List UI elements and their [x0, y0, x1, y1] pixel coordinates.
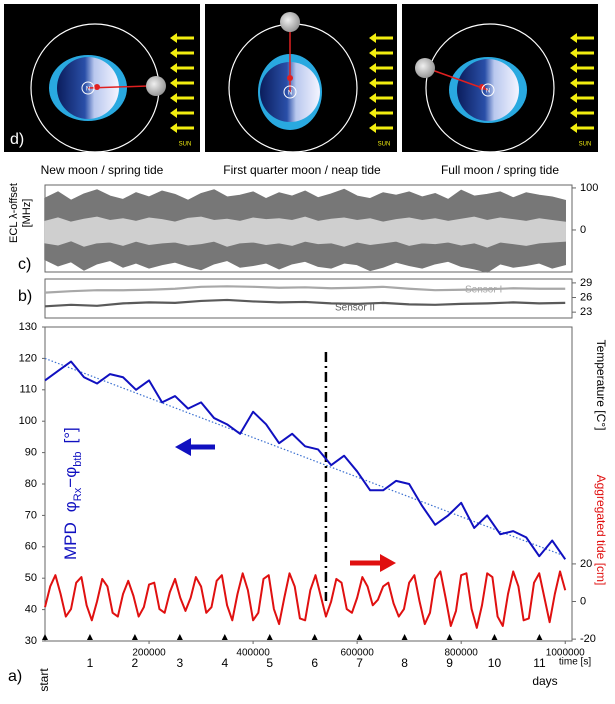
day-marker: [86, 634, 93, 640]
x-tick-label: 200000: [132, 648, 166, 659]
day-marker: [401, 634, 408, 640]
y-axis-label-part: [°]: [61, 427, 80, 443]
y-tick-label: 70: [25, 509, 37, 521]
y-tick-label: 23: [580, 306, 592, 318]
y-tick-label: 40: [25, 604, 37, 616]
pole-label: N: [288, 91, 292, 97]
sun-label: SUN: [579, 142, 592, 148]
day-marker: [446, 634, 453, 640]
sun-label: SUN: [378, 142, 391, 148]
y-tick-label: 120: [19, 352, 37, 364]
y2-tick-label: -20: [580, 633, 596, 645]
x-tick-label: 800000: [445, 648, 479, 659]
caption: New moon / spring tide: [41, 163, 164, 177]
x-tick-label: 400000: [236, 648, 270, 659]
y-tick-label: 60: [25, 541, 37, 553]
day-label: 10: [488, 656, 502, 670]
pole-label: N: [486, 89, 490, 95]
day-marker: [311, 634, 318, 640]
y2-tick-label: 0: [580, 595, 586, 607]
x-tick-label: 600000: [340, 648, 374, 659]
y-axis-label: Temperature [C°]: [594, 340, 608, 431]
y-tick-label: 90: [25, 447, 37, 459]
day-label: 7: [356, 656, 363, 670]
day-label: 1: [87, 656, 94, 670]
day-label: 3: [177, 656, 184, 670]
day-axis-label: days: [532, 674, 557, 688]
y-axis-label-part: φ: [61, 501, 80, 512]
y-tick-label: 30: [25, 635, 37, 647]
panel-label: d): [10, 131, 24, 148]
day-label: 8: [401, 656, 408, 670]
sun-label: SUN: [179, 142, 192, 148]
day-marker: [266, 634, 273, 640]
y-axis-label-part: btb: [72, 451, 84, 466]
y-tick-label: 50: [25, 572, 37, 584]
trend-line: [44, 357, 566, 557]
series-label: Sensor I: [465, 285, 502, 296]
y-tick-label: 80: [25, 478, 37, 490]
y2-tick-label: 20: [580, 558, 592, 570]
y-tick-label: 130: [19, 321, 37, 333]
y-axis-label: ECL λ-offset: [8, 183, 20, 243]
day-marker: [131, 634, 138, 640]
day-label: 9: [446, 656, 453, 670]
y-axis-label-part: MPD: [61, 522, 80, 560]
y-axis-label-part: −φ: [61, 467, 80, 488]
day-label: 11: [533, 656, 546, 670]
day-marker: [536, 634, 543, 640]
plot-frame: [44, 278, 573, 319]
moon-panel-3: N SUN: [402, 4, 598, 153]
arrow-head: [175, 438, 191, 456]
series-line: [44, 360, 567, 560]
signal-band: [44, 216, 566, 248]
series-line: [44, 298, 566, 308]
x-axis-label: time [s]: [559, 657, 591, 668]
day-label: 4: [221, 656, 228, 670]
day-marker: [491, 634, 498, 640]
arrow-head: [380, 554, 396, 572]
x-tick-label: 1000000: [546, 648, 585, 659]
y-tick-label: 26: [580, 291, 592, 303]
series-label: Sensor II: [335, 303, 375, 314]
series-line: [44, 285, 566, 294]
y-axis-label: MPD φRx−φbtb [°]: [61, 427, 83, 560]
day-marker: [356, 634, 363, 640]
moon-panel-1: N SUN d): [4, 4, 200, 153]
moon-panel-2: N SUN: [205, 4, 397, 153]
day-marker: [221, 634, 228, 640]
y-tick-label: 110: [19, 384, 37, 396]
day-marker: [42, 634, 48, 640]
day-label: 6: [311, 656, 318, 670]
series-line: [44, 570, 567, 629]
y2-axis-label: Aggregated tide [cm]: [594, 475, 608, 586]
caption: First quarter moon / neap tide: [223, 163, 381, 177]
panel-label: b): [18, 288, 32, 305]
day-label: start: [37, 668, 51, 692]
day-marker: [176, 634, 183, 640]
y-tick-label: 100: [580, 182, 598, 194]
panel-label: c): [18, 256, 31, 273]
pole-label: N: [86, 87, 90, 93]
day-label: 5: [266, 656, 273, 670]
caption: Full moon / spring tide: [441, 163, 559, 177]
y-tick-label: 100: [19, 415, 37, 427]
y-tick-label: 0: [580, 224, 586, 236]
panel-label: a): [8, 668, 22, 685]
y-axis-label-part: Rx: [72, 487, 84, 501]
y-axis-label: [MHz]: [21, 199, 33, 228]
day-label: 2: [132, 656, 139, 670]
y-tick-label: 29: [580, 277, 592, 289]
